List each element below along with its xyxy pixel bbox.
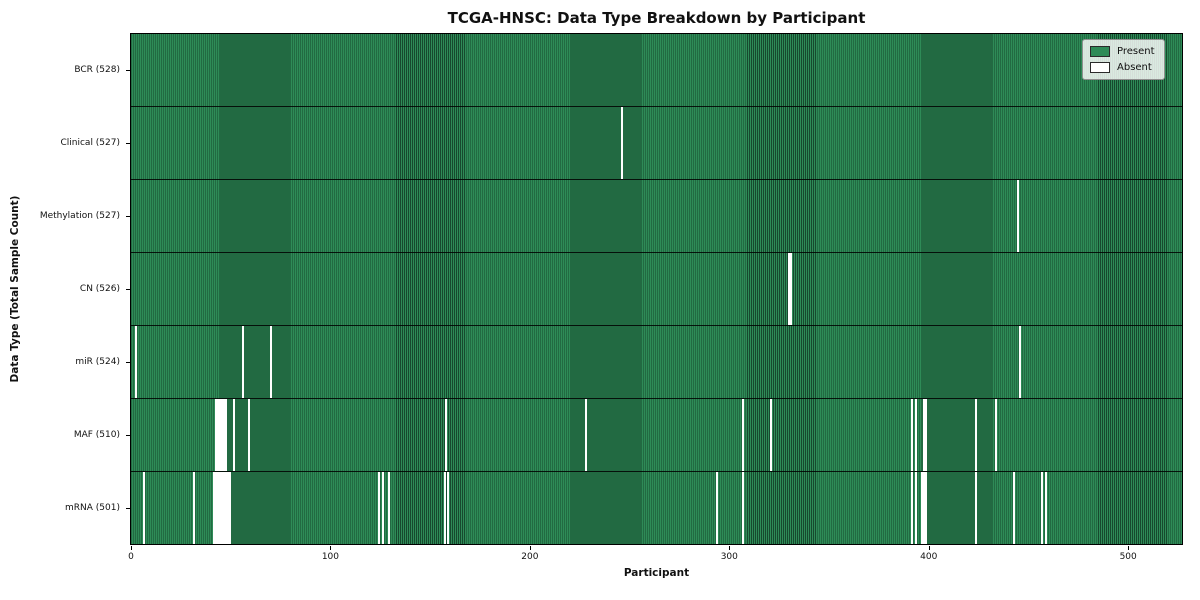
x-tick-mark <box>130 546 132 550</box>
y-tick-label: CN (526) <box>79 284 120 294</box>
x-axis-label: Participant <box>623 567 690 579</box>
x-tick-mark <box>529 546 531 550</box>
absent-line <box>447 472 450 544</box>
absent-line <box>974 472 977 544</box>
y-tick-mark <box>126 142 130 144</box>
absent-line <box>220 399 223 471</box>
legend-entry-present: Present <box>1090 46 1155 57</box>
absent-line <box>1012 472 1015 544</box>
y-tick-label: BCR (528) <box>74 64 120 75</box>
absent-line <box>1016 180 1019 252</box>
absent-line <box>242 326 245 398</box>
y-tick-label: Clinical (527) <box>60 137 120 148</box>
x-tick-label: 500 <box>1119 552 1137 562</box>
present-swatch-icon <box>1090 46 1110 57</box>
absent-line <box>387 472 390 544</box>
legend-label-present: Present <box>1117 46 1155 57</box>
heatmap-row-BCR <box>131 34 1182 106</box>
absent-line <box>915 472 918 544</box>
absent-line <box>789 253 792 325</box>
absent-line <box>1018 326 1021 398</box>
absent-line <box>925 399 928 471</box>
x-tick-label: 0 <box>128 552 134 562</box>
legend-entry-absent: Absent <box>1090 62 1155 73</box>
absent-line <box>911 399 914 471</box>
absent-line <box>224 472 227 544</box>
absent-line <box>1040 472 1043 544</box>
chart-title: TCGA-HNSC: Data Type Breakdown by Partic… <box>447 9 866 27</box>
x-tick-label: 300 <box>720 552 738 562</box>
absent-line <box>377 472 380 544</box>
heatmap-row-CN <box>131 252 1182 325</box>
x-tick-mark <box>928 546 930 550</box>
x-tick-label: 100 <box>321 552 340 562</box>
absent-line <box>923 472 926 544</box>
x-axis: 0 100 200 300 400 500 <box>128 545 1183 579</box>
absent-line <box>742 472 745 544</box>
absent-line <box>443 472 446 544</box>
absent-line <box>584 399 587 471</box>
absent-line <box>222 472 225 544</box>
heatmap-row-MAF <box>131 398 1182 471</box>
heatmap-row-Clinical <box>131 106 1182 179</box>
absent-line <box>921 472 924 544</box>
absent-line <box>974 399 977 471</box>
absent-line <box>270 326 273 398</box>
absent-line <box>228 472 231 544</box>
absent-line <box>218 399 221 471</box>
absent-line <box>911 472 914 544</box>
x-tick-label: 200 <box>521 552 539 562</box>
absent-line <box>134 326 137 398</box>
absent-line <box>1044 472 1047 544</box>
x-tick-mark <box>330 546 332 550</box>
absent-line <box>232 399 235 471</box>
y-tick-label: Methylation (527) <box>39 210 120 221</box>
y-tick-label: mRNA (501) <box>65 503 120 514</box>
x-tick-mark <box>729 546 731 550</box>
absent-line <box>925 472 928 544</box>
absent-line <box>214 472 217 544</box>
absent-line <box>716 472 719 544</box>
absent-line <box>142 472 145 544</box>
y-tick-label: miR (524) <box>75 357 120 368</box>
absent-swatch-icon <box>1090 62 1110 73</box>
plot-area <box>130 33 1183 545</box>
x-tick-label: 400 <box>920 552 938 562</box>
absent-line <box>216 399 219 471</box>
y-tick-mark <box>126 362 130 364</box>
y-tick-mark <box>126 508 130 510</box>
absent-line <box>769 399 772 471</box>
absent-line <box>381 472 384 544</box>
absent-line <box>224 399 227 471</box>
absent-line <box>445 399 448 471</box>
y-tick-label: MAF (510) <box>73 430 120 441</box>
absent-line <box>222 399 225 471</box>
absent-line <box>220 472 223 544</box>
legend: Present Absent <box>1082 39 1165 80</box>
legend-label-absent: Absent <box>1117 62 1152 73</box>
y-tick-mark <box>126 69 130 71</box>
absent-line <box>214 399 217 471</box>
absent-line <box>915 399 918 471</box>
absent-line <box>620 107 623 179</box>
x-tick-mark <box>1128 546 1130 550</box>
absent-line <box>216 472 219 544</box>
absent-line <box>248 399 251 471</box>
y-tick-mark <box>126 215 130 217</box>
y-axis: BCR (528) Clinical (527) Methylation (527)… <box>0 33 130 545</box>
heatmap-row-mRNA <box>131 471 1182 544</box>
absent-line <box>923 399 926 471</box>
heatmap-row-miR <box>131 325 1182 398</box>
y-tick-mark <box>126 435 130 437</box>
absent-line <box>192 472 195 544</box>
absent-line <box>226 472 229 544</box>
y-tick-mark <box>126 289 130 290</box>
absent-line <box>218 472 221 544</box>
absent-line <box>212 472 215 544</box>
absent-line <box>742 399 745 471</box>
absent-line <box>787 253 790 325</box>
heatmap-row-Methylation <box>131 179 1182 252</box>
absent-line <box>994 399 997 471</box>
